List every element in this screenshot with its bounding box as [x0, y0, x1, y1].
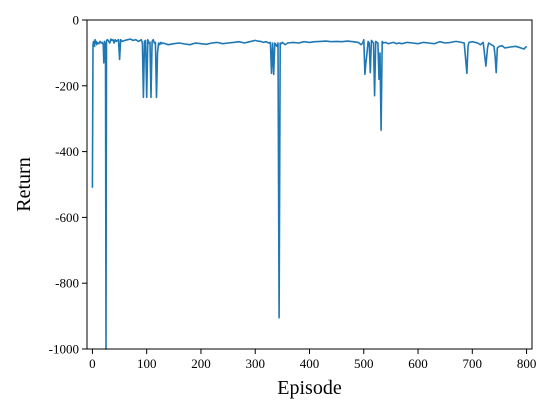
- y-axis-label: Return: [13, 157, 35, 211]
- x-tick-label: 0: [89, 356, 96, 371]
- y-tick-label: -600: [55, 210, 79, 225]
- ticks-layer: 0 100 200 300 400 500 600 700 800 0 -200 -400 -600 -8…: [49, 13, 537, 372]
- plot-area-frame: [86, 19, 533, 350]
- x-tick-label: 200: [191, 356, 211, 371]
- x-tick-label: 600: [408, 356, 428, 371]
- x-axis-label: Episode: [277, 377, 342, 399]
- y-tick-label: -400: [55, 144, 79, 159]
- x-tick-label: 700: [463, 356, 483, 371]
- y-tick-label: 0: [73, 13, 80, 28]
- x-tick-label: 800: [517, 356, 537, 371]
- y-tick-label: -800: [55, 276, 79, 291]
- y-tick-label: -200: [55, 78, 79, 93]
- x-tick-label: 500: [354, 356, 374, 371]
- series-layer: [91, 38, 528, 350]
- x-tick-label: 300: [245, 356, 265, 371]
- x-tick-label: 100: [137, 356, 157, 371]
- y-tick-label: -1000: [49, 342, 79, 357]
- x-tick-label: 400: [300, 356, 320, 371]
- series-line-0: [91, 38, 528, 350]
